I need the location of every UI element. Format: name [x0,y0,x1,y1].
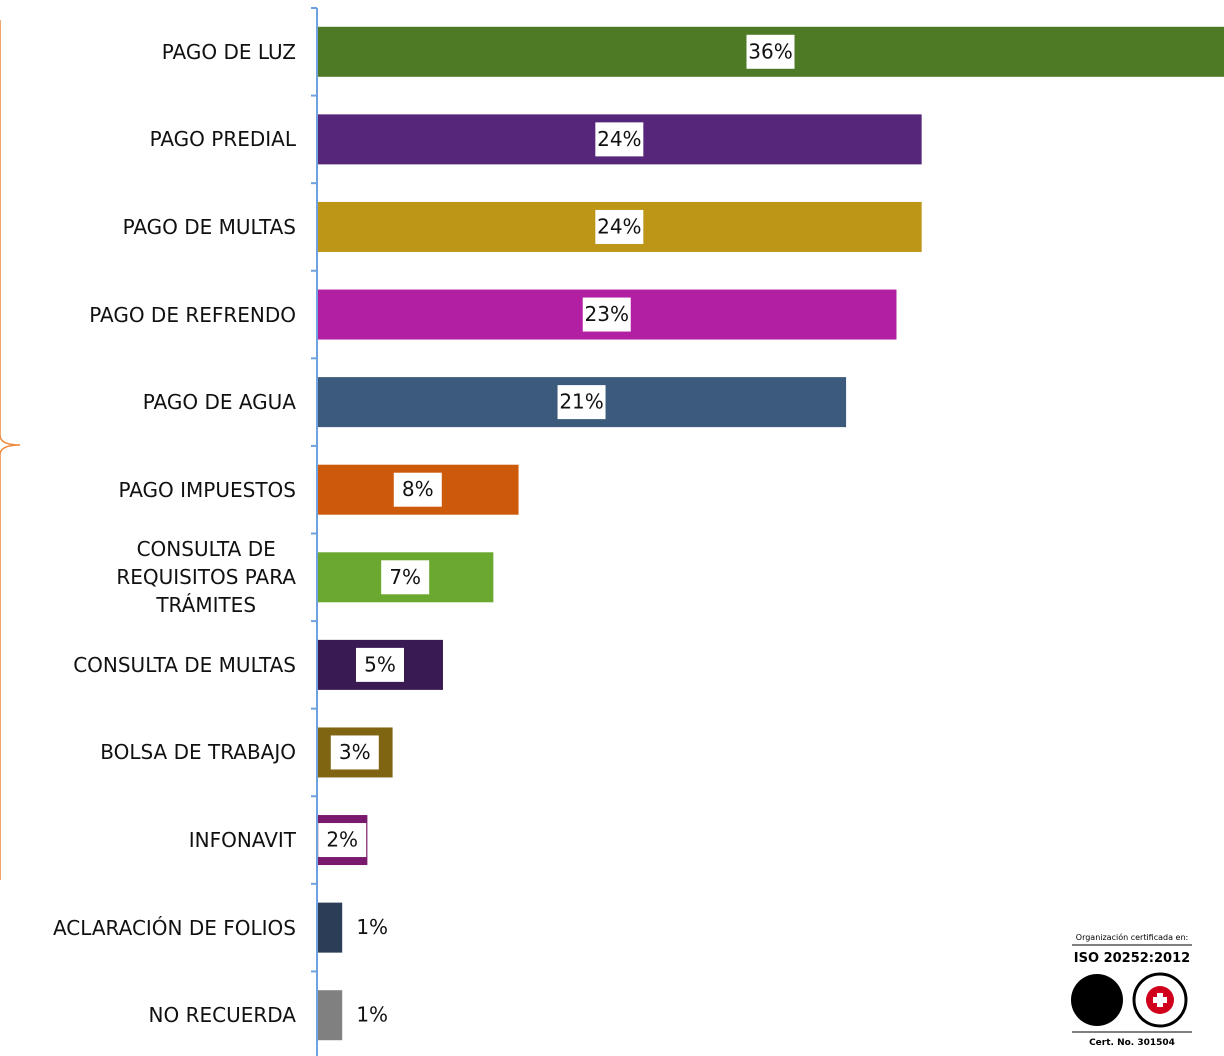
label-box [381,560,430,595]
category-label: PAGO DE AGUA [142,390,296,415]
category-label: PAGO DE MULTAS [122,214,296,239]
logo-cert: Cert. No. 301504 [1089,1038,1175,1048]
label-box [557,385,606,420]
label-box [746,34,795,69]
iso-logo: Organización certificada en: ISO 20252:2… [1071,932,1192,1048]
category-label: ACLARACIÓN DE FOLIOS [52,915,296,940]
value-label: 1% [356,915,388,939]
value-label: 5% [364,652,396,676]
category-label: BOLSA DE TRABAJO [100,740,296,765]
label-box [330,735,379,770]
bracket [0,20,21,880]
category-label: PAGO IMPUESTOS [118,477,296,502]
category-label: PAGO PREDIAL [149,127,296,152]
label-box [595,209,644,244]
label-box [393,472,442,507]
category-label: CONSULTA DE REQUISITOS PARA TRÁMITES [116,537,296,618]
bar [317,990,343,1041]
value-label: 3% [339,740,371,764]
label-box [582,297,631,332]
value-label: 23% [585,302,629,326]
value-label: 7% [389,565,421,589]
logo-iso: ISO 20252:2012 [1074,951,1190,966]
value-label: 24% [597,214,641,238]
value-label: 1% [356,1003,388,1027]
label-box [595,122,644,157]
value-label: 36% [748,39,792,63]
category-label: PAGO DE LUZ [161,39,296,64]
bar [317,902,343,953]
category-label: CONSULTA DE MULTAS [73,652,296,677]
logo-caption: Organización certificada en: [1076,932,1188,942]
category-label: PAGO DE REFRENDO [89,302,296,327]
label-box [355,647,404,682]
value-label: 21% [559,390,603,414]
value-label: 8% [402,477,434,501]
category-label: INFONAVIT [188,828,296,853]
label-box [318,823,367,858]
value-label: 2% [326,828,358,852]
value-label: 24% [597,127,641,151]
category-label: NO RECUERDA [148,1003,296,1028]
